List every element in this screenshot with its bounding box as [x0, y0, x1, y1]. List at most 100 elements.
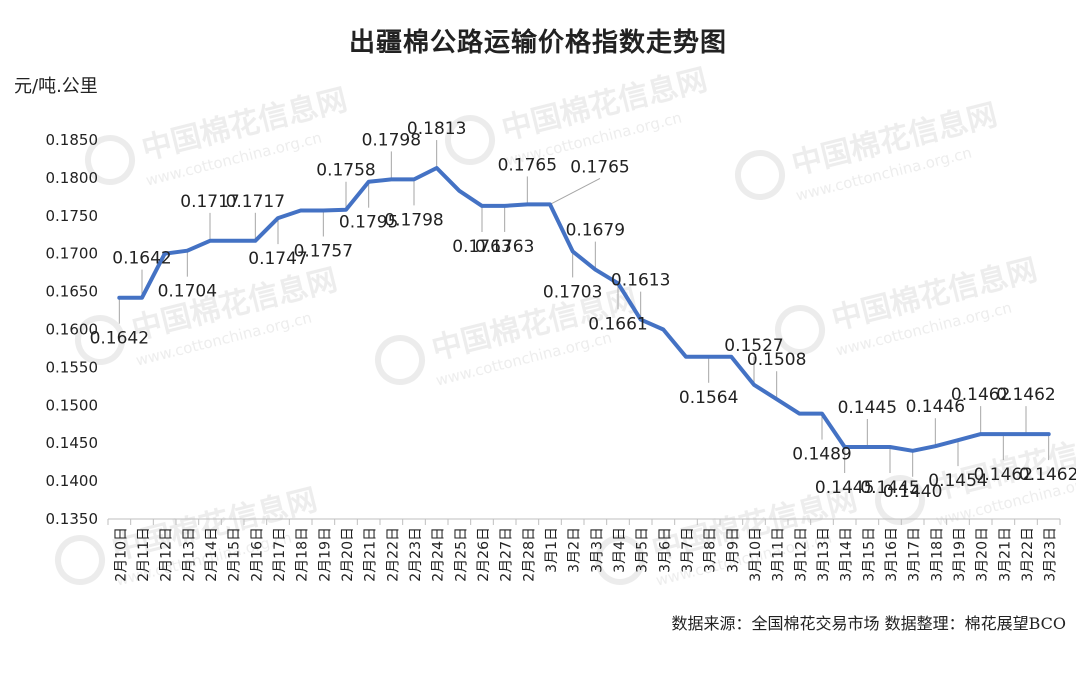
data-point [299, 208, 303, 212]
x-tick-label: 2月13日 [181, 527, 197, 582]
x-tick-label: 3月2日 [567, 527, 583, 573]
y-tick-label: 0.1400 [46, 472, 99, 490]
data-point [911, 449, 915, 453]
y-axis-ticks: 0.1850 0.1800 0.1750 0.1700 0.1650 0.1600 0.15… [46, 131, 99, 528]
data-point [525, 202, 529, 206]
data-point [503, 204, 507, 208]
data-point [1024, 432, 1028, 436]
data-label: 0.1613 [611, 271, 670, 291]
x-tick-label: 3月4日 [612, 527, 628, 573]
x-tick-label: 3月5日 [635, 527, 651, 573]
data-label: 0.1508 [747, 350, 806, 370]
data-point [435, 166, 439, 170]
watermark-logo-icon [375, 335, 425, 385]
data-point [389, 177, 393, 181]
data-point [253, 239, 257, 243]
data-point [797, 412, 801, 416]
data-label: 0.1527 [724, 336, 783, 356]
data-point [457, 189, 461, 193]
data-point [548, 202, 552, 206]
x-tick-label: 2月28日 [521, 527, 537, 582]
data-point [276, 216, 280, 220]
watermark-logo-icon [85, 135, 135, 185]
y-tick-label: 0.1350 [46, 510, 99, 528]
data-point [208, 239, 212, 243]
data-point [888, 445, 892, 449]
x-tick-label: 2月23日 [408, 527, 424, 582]
data-point [344, 208, 348, 212]
x-tick-label: 3月17日 [907, 527, 923, 582]
data-label: 0.1703 [543, 282, 602, 302]
watermark-logo-icon [75, 315, 125, 365]
x-tick-label: 2月20日 [340, 527, 356, 582]
data-point [775, 397, 779, 401]
x-tick-label: 3月7日 [680, 527, 696, 573]
y-tick-label: 0.1450 [46, 434, 99, 452]
watermark-logo-icon [735, 150, 785, 200]
data-point [956, 438, 960, 442]
watermark-logo-icon [875, 475, 925, 525]
data-point [820, 412, 824, 416]
source-note: 数据来源：全国棉花交易市场 数据整理：棉花展望BCO [671, 614, 1066, 633]
y-tick-label: 0.1750 [46, 207, 99, 225]
x-tick-label: 3月15日 [861, 527, 877, 582]
x-tick-label: 3月6日 [657, 527, 673, 573]
x-tick-label: 2月11日 [136, 527, 152, 582]
data-label: 0.1462 [996, 385, 1055, 405]
y-tick-label: 0.1550 [46, 358, 99, 376]
data-label: 0.1642 [90, 329, 149, 349]
x-tick-label: 3月14日 [839, 527, 855, 582]
data-label: 0.1679 [566, 221, 625, 241]
y-tick-label: 0.1850 [46, 131, 99, 149]
data-point [684, 355, 688, 359]
data-label: 0.1747 [248, 249, 307, 269]
data-point [231, 239, 235, 243]
x-tick-label: 2月18日 [295, 527, 311, 582]
data-label: 0.1462 [1019, 465, 1076, 485]
data-point [661, 328, 665, 331]
x-tick-label: 2月26日 [476, 527, 492, 582]
data-label: 0.1813 [407, 119, 466, 139]
x-tick-label: 3月22日 [1020, 527, 1036, 582]
x-tick-label: 2月17日 [272, 527, 288, 582]
series-layer [117, 166, 1051, 453]
data-point [571, 249, 575, 253]
x-tick-label: 3月3日 [589, 527, 605, 573]
data-point [480, 204, 484, 208]
data-label: 0.1642 [112, 249, 171, 269]
data-point [140, 296, 144, 300]
y-tick-label: 0.1650 [46, 283, 99, 301]
y-tick-label: 0.1500 [46, 396, 99, 414]
x-tick-label: 3月10日 [748, 527, 764, 582]
data-label: 0.1763 [475, 237, 534, 257]
data-label: 0.1717 [226, 192, 285, 212]
x-tick-label: 2月12日 [159, 527, 175, 582]
y-tick-label: 0.1700 [46, 245, 99, 263]
data-point [979, 432, 983, 436]
data-label: 0.1445 [860, 478, 919, 498]
watermark-logo-icon [595, 535, 645, 585]
x-tick-label: 3月9日 [725, 527, 741, 573]
data-label: 0.1489 [792, 445, 851, 465]
data-label: 0.1798 [384, 210, 443, 230]
x-tick-label: 3月12日 [793, 527, 809, 582]
x-tick-label: 2月22日 [385, 527, 401, 582]
data-label: 0.1798 [362, 130, 421, 150]
data-point [707, 355, 711, 359]
data-label: 0.1765 [570, 157, 629, 177]
x-axis: 2月10日 2月11日 2月12日 2月13日 2月14日 2月15日 2月16日 2月17日… [107, 518, 1061, 582]
data-point [367, 180, 371, 184]
x-tick-label: 3月20日 [975, 527, 991, 582]
x-tick-label: 2月14日 [204, 527, 220, 582]
data-label: 0.1445 [815, 478, 874, 498]
data-point [843, 445, 847, 449]
x-tick-label: 2月27日 [499, 527, 515, 582]
data-label: 0.1757 [294, 241, 353, 261]
data-point [1047, 432, 1051, 436]
data-point [1001, 432, 1005, 436]
x-tick-label: 2月10日 [113, 527, 129, 582]
